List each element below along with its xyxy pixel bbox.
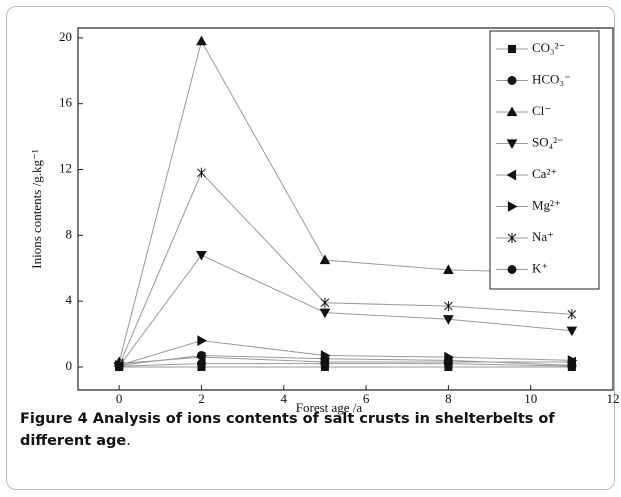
marker [443,359,453,369]
marker [443,315,454,325]
marker [320,350,331,361]
marker [506,106,518,117]
marker [320,297,330,308]
marker [197,335,207,346]
legend-label: CO₃²⁻ [532,40,565,55]
y-tick-label: 20 [59,29,72,44]
marker [319,308,331,319]
marker [196,359,206,369]
marker [319,254,331,265]
marker [506,169,517,181]
x-tick-label: 8 [445,391,452,406]
marker [320,359,330,369]
legend-label: K⁺ [532,260,548,275]
marker [567,309,577,320]
marker [507,201,518,212]
caption-label: Figure 4 [20,411,88,427]
marker [196,35,207,46]
marker [566,326,578,337]
marker [507,76,517,85]
legend-label: HCO₃⁻ [532,71,571,86]
frame [6,6,615,490]
legend-label: SO₄²⁻ [532,134,564,149]
x-tick-label: 10 [524,391,537,406]
legend-label: Na⁺ [532,229,554,244]
y-tick-label: 12 [59,160,72,175]
legend-label: Cl⁻ [532,103,551,118]
marker [508,45,516,53]
x-tick-label: 2 [198,391,205,406]
y-tick-label: 4 [66,292,73,307]
caption-text: Analysis of ions contents of salt crusts… [20,411,555,449]
y-axis-label: Inions contents /g.kg⁻¹ [29,149,44,269]
marker [444,301,453,312]
y-tick-label: 8 [66,226,73,241]
marker [507,265,517,274]
legend-label: Ca²⁺ [532,166,557,181]
x-tick-label: 4 [281,391,288,406]
x-tick-label: 0 [116,391,123,406]
series-line [119,363,572,367]
marker [196,250,207,261]
x-tick-label: 6 [363,391,370,406]
plot-frame [77,27,614,391]
marker [197,167,206,178]
y-tick-label: 0 [66,358,73,373]
x-tick-label: 12 [607,391,620,406]
marker [506,139,518,150]
marker [114,361,124,371]
marker [443,264,454,274]
marker [567,361,577,371]
caption-tail: . [126,433,131,449]
legend-label: Mg²⁺ [532,197,561,212]
legend-box [489,30,600,290]
x-axis-label: Forest age /a [296,400,363,415]
marker [507,233,517,243]
y-tick-label: 16 [59,95,73,110]
caption: Figure 4 Analysis of ions contents of sa… [20,408,605,452]
